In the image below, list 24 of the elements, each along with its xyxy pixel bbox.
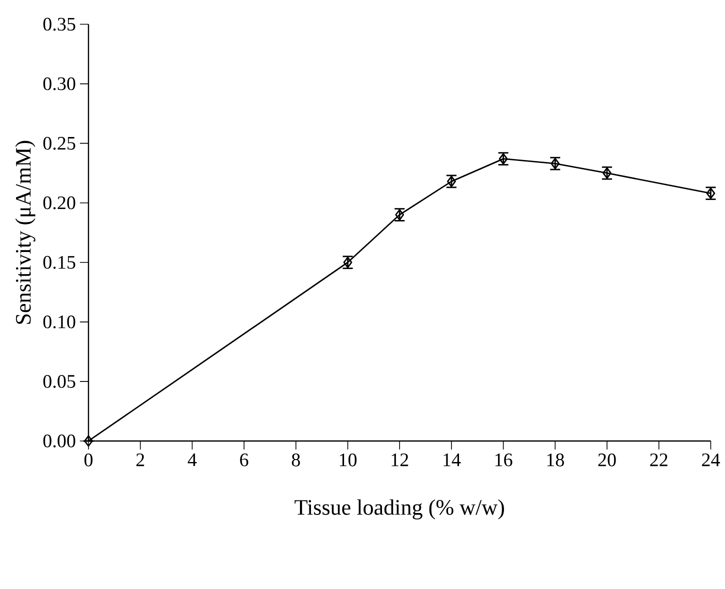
x-tick-label: 24	[702, 453, 720, 466]
x-tick-label: 20	[598, 453, 616, 466]
x-tick-label: 16	[495, 453, 512, 466]
x-tick-label: 12	[392, 453, 408, 466]
point	[84, 435, 93, 446]
x-tick-label: 10	[340, 453, 357, 466]
x-tick-label: 2	[136, 453, 144, 466]
x-tick-label: 14	[444, 453, 461, 466]
y-tick-label: 0.00	[43, 434, 76, 448]
x-axis-title: Tissue loading (% w/w)	[294, 499, 504, 520]
y-tick-label: 0.30	[43, 77, 76, 90]
y-tick-label: 0.05	[43, 374, 76, 388]
x-tick-label: 18	[547, 453, 564, 466]
y-tick-label: 0.35	[43, 18, 76, 31]
x-tick-label: 8	[292, 453, 300, 466]
y-tick-label: 0.20	[43, 196, 76, 210]
x-tick-label: 4	[188, 453, 197, 466]
y-tick-label: 0.15	[43, 256, 76, 269]
y-tick-label: 0.25	[43, 136, 76, 150]
x-tick-label: 6	[240, 453, 248, 466]
y-axis-title: Sensitivity (μA/mM)	[15, 140, 36, 324]
x-tick-label: 0	[84, 453, 93, 466]
x-tick-label: 22	[650, 453, 668, 466]
y-tick-label: 0.10	[43, 315, 76, 328]
